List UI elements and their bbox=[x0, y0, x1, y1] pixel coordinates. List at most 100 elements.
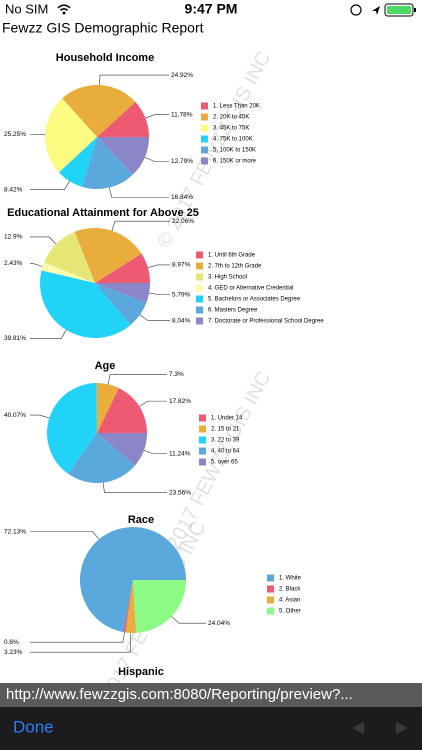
legend-swatch bbox=[201, 146, 208, 154]
value-label: 12.9% bbox=[4, 234, 23, 241]
value-label: 11.24% bbox=[169, 450, 191, 457]
leader-line bbox=[139, 400, 167, 407]
legend-label: 4. 75K to 100K bbox=[213, 137, 253, 143]
legend-label: 3. High School bbox=[208, 275, 247, 281]
pie-slice bbox=[74, 227, 142, 283]
legend-swatch bbox=[199, 458, 206, 466]
legend-label: 2. 20K to 45K bbox=[213, 115, 249, 121]
legend-label: 1. Under 14 bbox=[211, 416, 243, 422]
chart-title: Educational Attainment for Above 25 bbox=[7, 207, 199, 219]
legend-swatch bbox=[196, 284, 203, 292]
legend-label: 2. 15 to 21 bbox=[211, 427, 240, 433]
leader-line bbox=[108, 187, 169, 198]
legend-swatch bbox=[196, 273, 203, 281]
legend-swatch bbox=[201, 113, 208, 121]
leader-line bbox=[149, 292, 170, 296]
carrier: No SIM bbox=[5, 1, 48, 16]
legend-label: 5. over 65 bbox=[211, 460, 238, 466]
pie-slice bbox=[68, 433, 136, 484]
value-label: 2.43% bbox=[4, 260, 23, 267]
legend-swatch bbox=[267, 574, 274, 582]
value-label: 24.04% bbox=[208, 620, 230, 627]
value-label: 3.23% bbox=[4, 649, 23, 656]
toolbar bbox=[0, 707, 422, 750]
leader-line bbox=[30, 632, 132, 653]
legend-swatch bbox=[201, 102, 208, 110]
pie-slice bbox=[62, 85, 136, 137]
legend-label: 5. 100K to 150K bbox=[213, 148, 256, 154]
leader-line bbox=[30, 531, 100, 540]
legend-swatch bbox=[199, 425, 206, 433]
done-button[interactable]: Done bbox=[13, 717, 54, 736]
legend-label: 1. Less Than 20K bbox=[213, 104, 260, 110]
pie-slice bbox=[123, 580, 133, 633]
wifi-icon bbox=[57, 4, 71, 12]
pie-slice bbox=[58, 137, 97, 187]
pie-slice bbox=[40, 270, 131, 338]
legend-label: 2. 7th to 12th Grade bbox=[208, 264, 262, 270]
pie-slice bbox=[96, 383, 119, 433]
legend-label: 6. 150K or more bbox=[213, 159, 257, 165]
legend-swatch bbox=[196, 306, 203, 314]
value-label: 11.78% bbox=[171, 111, 193, 118]
leader-line bbox=[111, 220, 170, 231]
battery-tip bbox=[414, 8, 416, 12]
value-label: 25.25% bbox=[4, 131, 26, 138]
pie-slice bbox=[95, 253, 150, 283]
value-label: 0.6% bbox=[4, 639, 19, 646]
pie-slice bbox=[80, 527, 186, 633]
legend-label: 1. Until 6th Grade bbox=[208, 253, 256, 259]
battery-level bbox=[387, 6, 411, 14]
leader-line bbox=[107, 374, 167, 385]
legend-swatch bbox=[201, 157, 208, 165]
legend-swatch bbox=[196, 262, 203, 270]
legend-swatch bbox=[196, 251, 203, 259]
leader-line bbox=[102, 482, 167, 493]
legend-label: 2. Black bbox=[279, 587, 301, 593]
leader-line bbox=[139, 314, 170, 321]
pie-slice bbox=[97, 101, 149, 137]
battery bbox=[384, 3, 414, 17]
pie-slice bbox=[82, 137, 134, 190]
leader-line bbox=[30, 414, 50, 419]
value-label: 39.81% bbox=[4, 335, 26, 342]
pie-slice bbox=[133, 580, 186, 633]
value-label: 5.79% bbox=[172, 291, 191, 298]
lock-icon bbox=[350, 4, 362, 16]
value-label: 23.56% bbox=[169, 489, 191, 496]
report-title: Fewzz GIS Demographic Report bbox=[2, 20, 204, 36]
legend-swatch bbox=[267, 607, 274, 615]
back-button[interactable] bbox=[352, 722, 364, 734]
value-label: 8.42% bbox=[4, 186, 23, 193]
legend-swatch bbox=[196, 295, 203, 303]
legend-label: 3. 45K to 75K bbox=[213, 126, 249, 132]
pie-slice bbox=[97, 433, 147, 466]
location-icon bbox=[372, 6, 380, 15]
legend-label: 6. Masters Degree bbox=[208, 308, 258, 314]
forward-button[interactable] bbox=[396, 722, 408, 734]
value-label: 24.92% bbox=[171, 72, 193, 79]
legend-label: 3. 22 to 39 bbox=[211, 438, 240, 444]
value-label: 12.79% bbox=[171, 158, 193, 165]
pie-slice bbox=[41, 262, 95, 283]
legend-swatch bbox=[199, 436, 206, 444]
leader-line bbox=[30, 263, 43, 267]
pie-slice bbox=[95, 283, 147, 326]
chart-title: Household Income bbox=[56, 52, 154, 64]
value-label: 40.07% bbox=[4, 412, 26, 419]
legend-swatch bbox=[201, 124, 208, 132]
chart-title: Race bbox=[128, 514, 154, 526]
url: http://www.fewzzgis.com:8080/Reporting/p… bbox=[6, 686, 353, 703]
value-label: 22.06% bbox=[172, 218, 194, 225]
pie-slice bbox=[44, 98, 97, 173]
legend-label: 5. Other bbox=[279, 609, 301, 615]
leader-line bbox=[30, 632, 125, 643]
wifi-dot bbox=[62, 11, 66, 15]
leader-line bbox=[99, 74, 169, 86]
value-label: 17.82% bbox=[169, 398, 191, 405]
legend-swatch bbox=[196, 317, 203, 325]
value-label: 7.3% bbox=[169, 371, 184, 378]
legend-label: 4. 40 to 64 bbox=[211, 449, 240, 455]
